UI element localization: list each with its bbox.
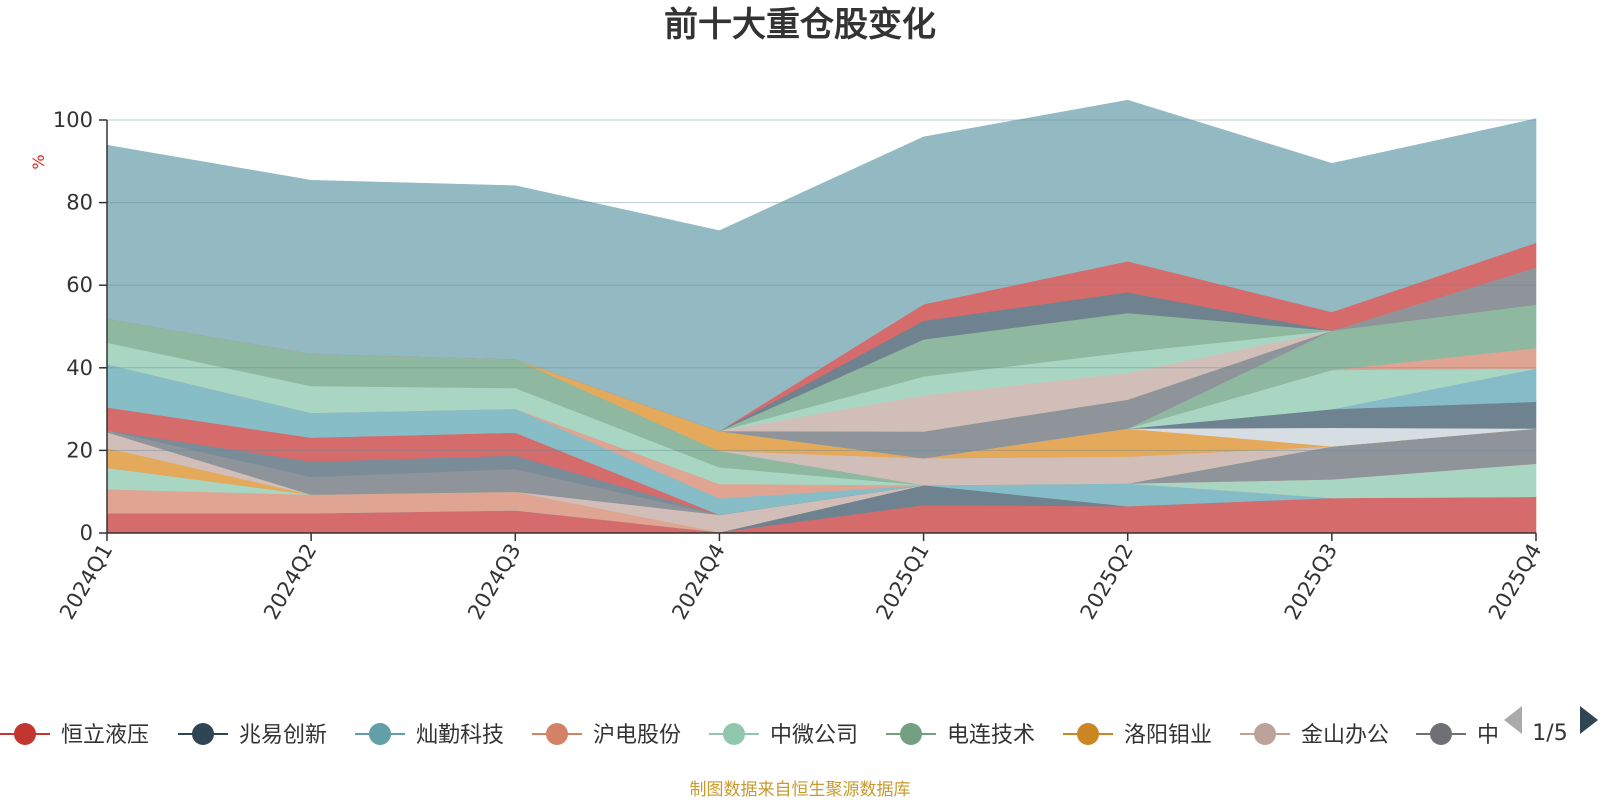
legend-prev-icon[interactable] <box>1504 706 1522 734</box>
legend-item-0[interactable]: 恒立液压 <box>0 723 149 748</box>
legend-label-0: 恒立液压 <box>61 723 149 748</box>
legend-pager: 1/5 <box>1504 706 1598 746</box>
legend: 恒立液压 兆易创新 灿勤科技 沪电股份 中微公司 电连技术 洛阳钼业 金山办公 中 <box>0 723 1499 748</box>
area-series-layer <box>106 99 1537 534</box>
legend-label-6: 洛阳钼业 <box>1124 723 1212 748</box>
legend-marker-1 <box>192 723 214 745</box>
legend-next-icon[interactable] <box>1580 706 1598 734</box>
legend-marker-3 <box>546 723 568 745</box>
grid-lines <box>107 119 1536 451</box>
y-tick-label-4: 80 <box>66 191 93 215</box>
area-series-30 <box>106 99 1537 432</box>
legend-label-4: 中微公司 <box>770 723 858 748</box>
legend-item-3[interactable]: 沪电股份 <box>532 723 681 748</box>
x-tick-label-6: 2025Q3 <box>1280 540 1342 624</box>
x-tick-label-0: 2024Q1 <box>55 540 117 624</box>
legend-page-indicator: 1/5 <box>1532 721 1567 746</box>
legend-label-1: 兆易创新 <box>239 723 327 748</box>
legend-marker-0 <box>14 723 36 745</box>
legend-marker-8 <box>1430 723 1452 745</box>
legend-marker-6 <box>1077 723 1099 745</box>
x-tick-label-5: 2025Q2 <box>1076 540 1138 624</box>
y-axis-unit: % <box>29 154 48 169</box>
legend-item-2[interactable]: 灿勤科技 <box>355 723 504 748</box>
legend-label-2: 灿勤科技 <box>416 723 504 748</box>
legend-item-6[interactable]: 洛阳钼业 <box>1063 723 1212 748</box>
legend-label-7: 金山办公 <box>1301 723 1389 748</box>
legend-marker-7 <box>1254 723 1276 745</box>
legend-label-8: 中 <box>1477 723 1499 748</box>
legend-item-1[interactable]: 兆易创新 <box>178 723 327 748</box>
x-tick-label-7: 2025Q4 <box>1484 540 1546 624</box>
legend-item-4[interactable]: 中微公司 <box>709 723 858 748</box>
y-tick-label-1: 20 <box>66 438 93 462</box>
x-tick-label-2: 2024Q3 <box>463 540 525 624</box>
y-tick-label-0: 0 <box>80 521 93 545</box>
legend-item-5[interactable]: 电连技术 <box>886 723 1035 748</box>
y-tick-label-3: 60 <box>66 273 93 297</box>
y-tick-label-5: 100 <box>53 108 93 132</box>
x-tick-label-4: 2025Q1 <box>871 540 933 624</box>
legend-item-7[interactable]: 金山办公 <box>1240 723 1389 748</box>
legend-label-3: 沪电股份 <box>593 723 681 748</box>
legend-marker-5 <box>900 723 922 745</box>
legend-marker-4 <box>723 723 745 745</box>
legend-marker-2 <box>369 723 391 745</box>
x-tick-label-3: 2024Q4 <box>667 540 729 624</box>
chart-title: 前十大重仓股变化 <box>664 5 936 45</box>
y-tick-label-2: 40 <box>66 356 93 380</box>
legend-item-8[interactable]: 中 <box>1416 723 1499 748</box>
legend-label-5: 电连技术 <box>947 723 1035 748</box>
source-note: 制图数据来自恒生聚源数据库 <box>690 780 911 800</box>
x-tick-label-1: 2024Q2 <box>259 540 321 624</box>
